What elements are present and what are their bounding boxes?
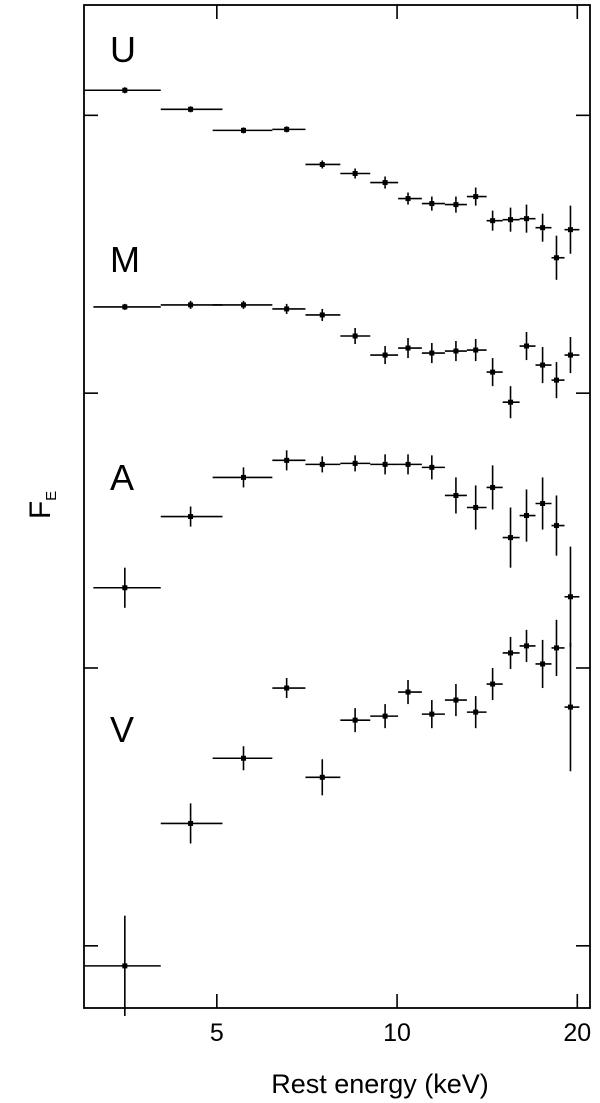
data-point <box>429 350 435 356</box>
data-point <box>453 202 459 208</box>
y-axis-title-main: FE <box>24 491 60 519</box>
data-point <box>524 643 530 649</box>
series-label: U <box>110 29 136 70</box>
data-point <box>524 216 530 222</box>
data-point <box>319 161 325 167</box>
data-point <box>473 709 479 715</box>
data-point <box>553 377 559 383</box>
data-point <box>240 474 246 480</box>
data-point <box>567 227 573 233</box>
data-point <box>352 460 358 466</box>
data-point <box>453 492 459 498</box>
data-point <box>405 461 411 467</box>
data-point <box>453 348 459 354</box>
data-point <box>382 713 388 719</box>
data-point <box>352 333 358 339</box>
data-point <box>473 194 479 200</box>
plot-frame <box>83 4 591 1009</box>
data-point <box>490 218 496 224</box>
data-point <box>284 457 290 463</box>
data-point <box>524 513 530 519</box>
series-label: M <box>110 239 140 280</box>
series-label: A <box>110 457 134 498</box>
y-label: F <box>24 501 57 519</box>
data-point <box>508 650 514 656</box>
data-point <box>490 681 496 687</box>
data-point <box>429 201 435 207</box>
data-point <box>122 963 128 969</box>
data-point <box>319 774 325 780</box>
data-point <box>405 689 411 695</box>
data-point <box>473 347 479 353</box>
x-tick-label: 10 <box>383 1019 411 1047</box>
data-point <box>240 302 246 308</box>
data-point <box>319 461 325 467</box>
x-axis-title: Rest energy (keV) <box>271 1069 489 1099</box>
data-point <box>284 126 290 132</box>
y-axis-title: FE <box>24 491 60 519</box>
data-point <box>553 255 559 261</box>
data-point <box>508 217 514 223</box>
series-label: V <box>110 709 134 750</box>
data-point <box>540 225 546 231</box>
data-point <box>473 505 479 511</box>
data-point <box>240 755 246 761</box>
data-point <box>490 484 496 490</box>
data-point <box>122 585 128 591</box>
data-point <box>567 352 573 358</box>
data-point <box>567 704 573 710</box>
data-point <box>382 352 388 358</box>
data-point <box>352 717 358 723</box>
data-point <box>405 196 411 202</box>
data-point <box>188 514 194 520</box>
data-point <box>284 685 290 691</box>
data-point <box>319 312 325 318</box>
data-point <box>508 535 514 541</box>
data-point <box>429 464 435 470</box>
data-point <box>540 500 546 506</box>
data-point <box>284 306 290 312</box>
data-point <box>405 345 411 351</box>
y-label-sub: E <box>43 491 60 501</box>
data-point <box>188 302 194 308</box>
data-point <box>382 180 388 186</box>
data-point <box>524 343 530 349</box>
data-point <box>188 820 194 826</box>
data-point <box>553 523 559 529</box>
data-point <box>429 711 435 717</box>
data-point <box>453 697 459 703</box>
data-point <box>490 369 496 375</box>
data-point <box>382 461 388 467</box>
x-tick-label: 5 <box>210 1019 224 1047</box>
data-point <box>122 304 128 310</box>
data-point <box>540 661 546 667</box>
x-tick-label: 20 <box>563 1019 591 1047</box>
data-point <box>567 594 573 600</box>
data-point <box>540 362 546 368</box>
data-point <box>240 127 246 133</box>
data-point <box>188 106 194 112</box>
data-point <box>508 399 514 405</box>
data-point <box>352 171 358 177</box>
data-point <box>122 87 128 93</box>
data-point <box>553 645 559 651</box>
